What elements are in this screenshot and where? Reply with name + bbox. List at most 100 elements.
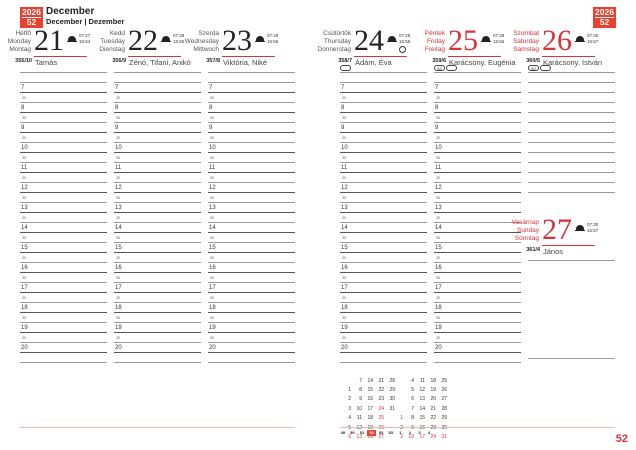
half-hour-line[interactable] (208, 242, 295, 243)
calendar-day[interactable]: 7 (411, 405, 414, 412)
calendar-day[interactable]: 14 (419, 405, 425, 412)
half-hour-line[interactable] (20, 242, 107, 243)
half-hour-line[interactable] (340, 282, 427, 283)
half-hour-line[interactable] (114, 102, 201, 103)
hour-line[interactable] (340, 332, 427, 333)
hour-line[interactable] (208, 352, 295, 353)
half-hour-line[interactable] (208, 142, 295, 143)
hour-line[interactable] (340, 92, 427, 93)
half-hour-line[interactable] (340, 362, 427, 363)
half-hour-line[interactable] (340, 202, 427, 203)
hour-line[interactable] (434, 112, 521, 113)
hour-line[interactable] (340, 192, 427, 193)
hour-line[interactable] (20, 192, 107, 193)
half-hour-line[interactable] (340, 102, 427, 103)
hour-line[interactable] (208, 112, 295, 113)
half-hour-line[interactable] (114, 262, 201, 263)
calendar-day[interactable]: 13 (419, 396, 425, 403)
hour-line[interactable] (434, 272, 521, 273)
half-hour-line[interactable] (20, 102, 107, 103)
hour-line[interactable] (20, 332, 107, 333)
hour-line[interactable] (114, 292, 201, 293)
note-line[interactable] (114, 82, 201, 83)
hour-line[interactable] (20, 132, 107, 133)
note-line[interactable] (528, 112, 615, 113)
hour-line[interactable] (340, 172, 427, 173)
half-hour-line[interactable] (208, 102, 295, 103)
hour-line[interactable] (208, 232, 295, 233)
calendar-day[interactable]: 11 (356, 415, 362, 422)
half-hour-line[interactable] (114, 322, 201, 323)
calendar-day[interactable]: 29 (389, 387, 395, 394)
calendar-day[interactable]: 24 (430, 434, 436, 441)
calendar-day[interactable]: 18 (430, 377, 436, 384)
calendar-day[interactable]: 14 (367, 377, 373, 384)
calendar-day[interactable]: 6 (411, 396, 414, 403)
half-hour-line[interactable] (434, 342, 521, 343)
calendar-day[interactable]: 20 (367, 434, 373, 441)
half-hour-line[interactable] (340, 302, 427, 303)
calendar-day[interactable] (394, 386, 403, 393)
half-hour-line[interactable] (208, 202, 295, 203)
half-hour-line[interactable] (434, 242, 521, 243)
calendar-day[interactable]: 3 (400, 434, 403, 441)
note-line[interactable] (528, 92, 615, 93)
half-hour-line[interactable] (434, 122, 521, 123)
hour-line[interactable] (208, 332, 295, 333)
calendar-day[interactable]: 15 (367, 387, 373, 394)
hour-line[interactable] (208, 132, 295, 133)
calendar-day[interactable]: 12 (419, 387, 425, 394)
half-hour-line[interactable] (20, 202, 107, 203)
half-hour-line[interactable] (340, 122, 427, 123)
half-hour-line[interactable] (340, 222, 427, 223)
hour-line[interactable] (114, 252, 201, 253)
hour-line[interactable] (20, 112, 107, 113)
hour-line[interactable] (20, 272, 107, 273)
half-hour-line[interactable] (20, 262, 107, 263)
calendar-day[interactable]: 1 (348, 387, 351, 394)
hour-line[interactable] (340, 212, 427, 213)
hour-line[interactable] (340, 312, 427, 313)
half-hour-line[interactable] (20, 122, 107, 123)
calendar-day[interactable]: 21 (430, 405, 436, 412)
note-line[interactable] (528, 182, 615, 183)
half-hour-line[interactable] (340, 322, 427, 323)
hour-line[interactable] (340, 272, 427, 273)
hour-line[interactable] (340, 152, 427, 153)
half-hour-line[interactable] (208, 322, 295, 323)
half-hour-line[interactable] (20, 182, 107, 183)
calendar-day[interactable]: 7 (359, 377, 362, 384)
half-hour-line[interactable] (20, 142, 107, 143)
half-hour-line[interactable] (208, 222, 295, 223)
calendar-day[interactable] (342, 377, 351, 384)
week-number[interactable]: 52 (366, 430, 377, 436)
hour-line[interactable] (114, 212, 201, 213)
hour-line[interactable] (434, 212, 521, 213)
hour-line[interactable] (208, 92, 295, 93)
half-hour-line[interactable] (114, 142, 201, 143)
half-hour-line[interactable] (434, 282, 521, 283)
week-number[interactable]: 49 (340, 430, 346, 435)
calendar-day[interactable]: 31 (389, 405, 395, 412)
hour-line[interactable] (114, 92, 201, 93)
half-hour-line[interactable] (208, 122, 295, 123)
hour-line[interactable] (340, 252, 427, 253)
hour-line[interactable] (20, 292, 107, 293)
half-hour-line[interactable] (20, 322, 107, 323)
half-hour-line[interactable] (114, 342, 201, 343)
calendar-day[interactable]: 27 (441, 396, 447, 403)
calendar-day[interactable]: 18 (367, 415, 373, 422)
half-hour-line[interactable] (208, 182, 295, 183)
note-line[interactable] (528, 162, 615, 163)
hour-line[interactable] (20, 92, 107, 93)
calendar-day[interactable]: 28 (441, 405, 447, 412)
calendar-day[interactable]: 15 (419, 415, 425, 422)
half-hour-line[interactable] (114, 122, 201, 123)
calendar-day[interactable]: 22 (378, 387, 384, 394)
note-line[interactable] (528, 142, 615, 143)
note-line[interactable] (528, 122, 615, 123)
hour-line[interactable] (434, 172, 521, 173)
hour-line[interactable] (434, 232, 521, 233)
calendar-day[interactable]: 3 (348, 405, 351, 412)
hour-line[interactable] (434, 92, 521, 93)
